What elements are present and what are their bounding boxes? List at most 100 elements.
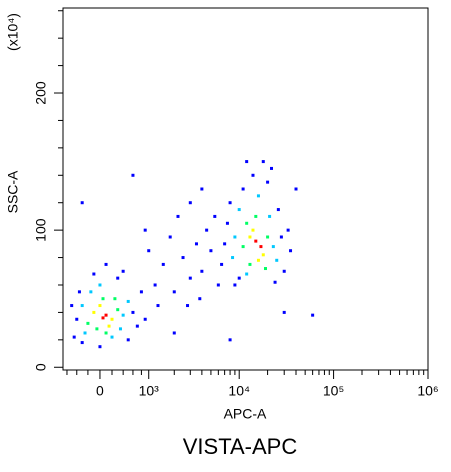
- data-point: [101, 297, 105, 301]
- data-point: [72, 335, 76, 339]
- data-point: [223, 242, 227, 246]
- data-point: [289, 249, 293, 253]
- data-point: [153, 283, 157, 287]
- data-point: [200, 269, 204, 273]
- data-point: [116, 308, 120, 312]
- data-point: [194, 242, 198, 246]
- data-point: [209, 249, 213, 253]
- data-point: [113, 297, 117, 301]
- data-point: [233, 283, 237, 287]
- data-point: [261, 160, 265, 164]
- data-point: [261, 253, 265, 257]
- data-point: [83, 331, 87, 335]
- data-point: [172, 331, 176, 335]
- data-point: [181, 256, 185, 260]
- data-point: [104, 331, 108, 335]
- data-point: [198, 297, 202, 301]
- data-point: [276, 208, 280, 212]
- data-point: [188, 276, 192, 280]
- chart-title: VISTA-APC: [183, 434, 298, 459]
- data-point: [282, 310, 286, 314]
- data-point: [200, 187, 204, 191]
- data-point: [241, 187, 245, 191]
- data-point: [231, 256, 235, 260]
- data-point: [245, 160, 249, 164]
- data-point: [279, 235, 283, 239]
- data-point: [263, 267, 267, 271]
- data-point: [77, 290, 81, 294]
- x-axis-label: APC-A: [224, 406, 267, 422]
- data-point: [135, 324, 139, 328]
- data-point: [147, 249, 151, 253]
- data-point: [176, 214, 180, 218]
- data-point: [121, 269, 125, 273]
- data-point: [101, 316, 105, 320]
- plot-frame: [62, 7, 429, 371]
- data-point: [220, 262, 224, 266]
- data-point: [266, 235, 270, 239]
- data-point: [228, 338, 232, 342]
- data-point: [131, 173, 135, 177]
- data-point: [282, 269, 286, 273]
- data-point: [254, 239, 258, 243]
- y-axis-label: SSC-A: [5, 170, 21, 213]
- data-point: [213, 214, 217, 218]
- y-tick-label: 100: [33, 218, 49, 242]
- data-point: [311, 313, 315, 317]
- y-axis-unit: (x10⁴): [5, 13, 21, 51]
- data-point: [294, 187, 298, 191]
- data-point: [186, 304, 190, 308]
- data-point: [131, 310, 135, 314]
- data-point: [80, 304, 84, 308]
- data-point: [188, 201, 192, 205]
- data-point: [70, 304, 74, 308]
- data-point: [245, 221, 249, 225]
- data-point: [98, 304, 102, 308]
- data-point: [271, 245, 275, 249]
- data-point: [256, 194, 260, 198]
- data-point: [80, 341, 84, 345]
- data-point: [86, 321, 90, 325]
- x-tick-label: 10⁵: [323, 383, 344, 399]
- data-point: [248, 262, 252, 266]
- data-point: [172, 290, 176, 294]
- x-tick-label: 10⁴: [228, 383, 250, 399]
- data-point: [241, 245, 245, 249]
- data-point: [228, 201, 232, 205]
- data-point: [168, 235, 172, 239]
- data-point: [104, 313, 108, 317]
- x-tick-label: 10⁶: [417, 383, 438, 399]
- data-point: [121, 313, 125, 317]
- data-point: [237, 276, 241, 280]
- data-point: [205, 228, 209, 232]
- data-point: [286, 228, 290, 232]
- data-point: [156, 304, 160, 308]
- data-point: [143, 317, 147, 321]
- data-point: [259, 245, 263, 249]
- data-point: [110, 335, 114, 339]
- data-point: [89, 290, 93, 294]
- data-point: [98, 283, 102, 287]
- data-point: [245, 272, 249, 276]
- x-tick-label: 0: [96, 383, 104, 399]
- data-point: [80, 201, 84, 205]
- data-point: [92, 272, 96, 276]
- data-point: [251, 173, 255, 177]
- data-point: [95, 327, 99, 331]
- data-point: [104, 262, 108, 266]
- data-point: [143, 228, 147, 232]
- data-point: [75, 317, 79, 321]
- data-point: [92, 310, 96, 314]
- data-point: [270, 166, 274, 170]
- data-point: [266, 180, 270, 184]
- x-tick-label: 10³: [139, 383, 160, 399]
- data-point: [126, 299, 130, 303]
- data-point: [254, 214, 258, 218]
- data-point: [273, 280, 277, 284]
- data-point: [216, 283, 220, 287]
- y-tick-label: 0: [33, 363, 49, 371]
- data-point: [107, 324, 111, 328]
- data-point: [237, 208, 241, 212]
